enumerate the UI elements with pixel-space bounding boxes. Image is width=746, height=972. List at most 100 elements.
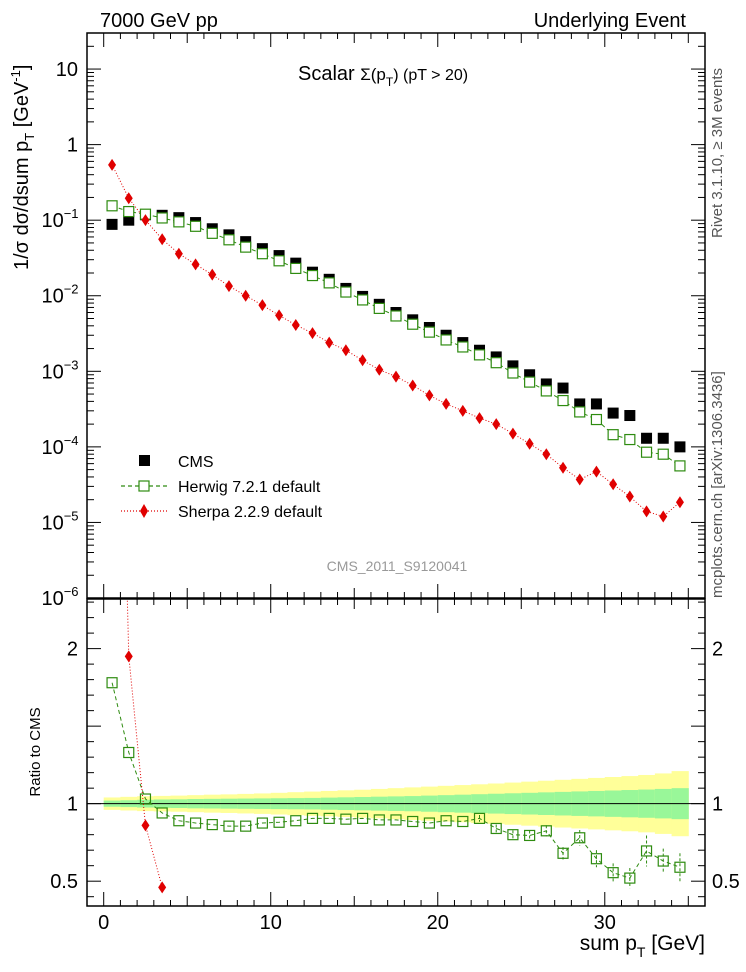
main-frame (86, 32, 706, 599)
ratio-series (106, 599, 686, 894)
y-label-unit: [GeV (11, 81, 33, 133)
x-tick-label: 20 (427, 912, 449, 934)
herwig-point (189, 220, 202, 232)
sherpa-point (408, 379, 417, 392)
ratio-herwig-point (123, 746, 135, 759)
header-right: Underlying Event (534, 10, 687, 32)
herwig-point (674, 460, 686, 472)
ratio-sherpa-point (124, 650, 133, 663)
sherpa-point (508, 427, 517, 440)
cms-point (557, 382, 569, 394)
x-label-sub: T (637, 944, 646, 960)
legend-cms-marker (139, 455, 150, 466)
sherpa-point (158, 233, 167, 246)
watermark: CMS_2011_S9120041 (327, 558, 468, 574)
sherpa-point (625, 490, 634, 503)
cms-point (524, 369, 536, 381)
ratio-herwig-point (340, 813, 352, 825)
ratio-herwig-point (624, 872, 636, 884)
ratio-herwig-point (540, 825, 552, 837)
sherpa-point (492, 418, 501, 431)
ratio-y-axis: 0.5 0.5 1 1 2 2 (50, 601, 740, 898)
y-tick-label: 10−2 (41, 282, 78, 308)
ratio-y-tick-label: 0.5 (50, 871, 78, 893)
ratio-herwig-point (457, 815, 469, 828)
y-label-text: 1/σ dσ/dsum p (11, 141, 33, 270)
ratio-herwig-point (290, 815, 302, 827)
herwig-line (111, 205, 681, 467)
y-tick-label: 10 (56, 59, 78, 81)
ratio-herwig-point (273, 816, 285, 828)
herwig-point (407, 318, 419, 330)
herwig-point (574, 406, 586, 418)
herwig-point (306, 269, 319, 282)
ratio-herwig-point (356, 812, 369, 824)
cms-point (641, 432, 653, 444)
mcplots-label: mcplots.cern.ch [arXiv:1306.3436] (709, 371, 726, 598)
cms-point (624, 410, 636, 422)
ratio-herwig-point (490, 822, 502, 835)
herwig-point (507, 367, 519, 379)
title-symbol: Σ(p (360, 65, 386, 84)
cms-point (490, 351, 502, 363)
ratio-herwig-point (156, 807, 168, 819)
sherpa-point (325, 336, 334, 349)
sherpa-point (525, 437, 534, 450)
ratio-y-label: Ratio to CMS (27, 707, 44, 796)
x-tick-label: 30 (594, 912, 616, 934)
ratio-frame (86, 598, 706, 907)
herwig-point (273, 255, 285, 267)
cms-point (674, 441, 686, 453)
ratio-herwig-point (557, 847, 569, 859)
ratio-y-tick-label-right: 0.5 (712, 871, 740, 893)
y-label-close: ] (11, 65, 33, 71)
sherpa-point (559, 461, 568, 474)
ratio-herwig-point (674, 861, 686, 873)
cms-point (590, 398, 602, 410)
sherpa-point (542, 448, 551, 461)
herwig-point (490, 357, 502, 369)
ratio-y-tick-label: 1 (67, 794, 78, 816)
sherpa-point (124, 192, 133, 205)
herwig-point (540, 385, 552, 397)
herwig-point (457, 341, 469, 353)
herwig-point (173, 216, 185, 228)
sherpa-point (275, 309, 284, 322)
sherpa-point (358, 354, 367, 367)
legend: CMS Herwig 7.2.1 default Sherpa 2.2.9 de… (121, 454, 323, 521)
sherpa-point (308, 327, 317, 340)
ratio-herwig-point (106, 677, 118, 689)
cms-point (106, 218, 118, 230)
herwig-point (106, 200, 118, 212)
sherpa-point (659, 510, 668, 523)
herwig-point (206, 227, 218, 239)
herwig-point (256, 248, 268, 260)
sherpa-point (208, 268, 217, 281)
sherpa-point (174, 247, 183, 260)
y-tick-label: 1 (67, 135, 78, 157)
y-tick-label: 10−4 (41, 433, 78, 459)
herwig-point (223, 234, 235, 246)
y-tick-label: 10−5 (41, 508, 78, 534)
header-left: 7000 GeV pp (100, 10, 218, 32)
herwig-point (423, 326, 436, 338)
ratio-herwig-point (323, 812, 335, 824)
legend-herwig-marker (138, 480, 150, 492)
ratio-herwig-point (173, 815, 185, 827)
sherpa-point (609, 478, 618, 491)
sherpa-line (111, 164, 681, 518)
x-axis-label: sum pT [GeV] (580, 932, 705, 960)
ratio-herwig-point (189, 817, 202, 829)
ratio-x-axis: 0 10 20 30 (98, 599, 689, 934)
ratio-herwig-point (407, 815, 419, 828)
sherpa-point (291, 319, 300, 332)
main-series (106, 158, 686, 523)
legend-cms-label: CMS (178, 454, 214, 471)
herwig-point (123, 205, 135, 218)
title-prefix: Scalar (298, 63, 360, 85)
sherpa-point (575, 473, 584, 486)
sherpa-point (642, 505, 651, 518)
herwig-point (240, 241, 252, 253)
herwig-point (524, 376, 536, 388)
